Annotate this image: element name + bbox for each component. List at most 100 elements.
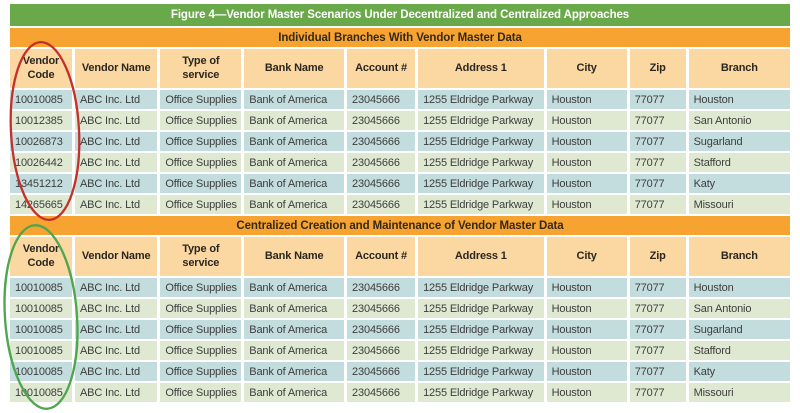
cell-vendor-code: 10026442 [10,153,72,172]
cell-city: Houston [546,195,627,214]
table-row: 10010085 ABC Inc. Ltd Office Supplies Bank … [10,341,790,360]
column-header-vendor-code: Vendor Code [10,237,72,276]
cell-vendor-code: 10010085 [10,383,72,402]
cell-bank-name: Bank of America [244,299,345,318]
cell-type-of-service: Office Supplies [160,278,242,297]
cell-branch: Missouri [688,195,790,214]
cell-type-of-service: Office Supplies [160,90,242,109]
column-header-city: City [546,237,627,276]
cell-account: 23045666 [347,174,416,193]
cell-vendor-code: 10010085 [10,90,72,109]
cell-bank-name: Bank of America [244,132,345,151]
cell-branch: Houston [688,278,790,297]
cell-account: 23045666 [347,320,416,339]
cell-city: Houston [546,132,627,151]
column-header-row-1: Vendor Code Vendor Name Type of service Ban… [10,237,790,276]
column-header-type-of-service: Type of service [160,49,242,88]
table-row: 10010085 ABC Inc. Ltd Office Supplies Bank … [10,299,790,318]
column-header-account: Account # [347,237,416,276]
cell-address-1: 1255 Eldridge Parkway [418,195,544,214]
cell-bank-name: Bank of America [244,90,345,109]
cell-bank-name: Bank of America [244,174,345,193]
cell-address-1: 1255 Eldridge Parkway [418,153,544,172]
cell-vendor-code: 14265665 [10,195,72,214]
cell-account: 23045666 [347,299,416,318]
cell-vendor-name: ABC Inc. Ltd [74,90,158,109]
cell-account: 23045666 [347,362,416,381]
column-header-city: City [546,49,627,88]
cell-vendor-name: ABC Inc. Ltd [74,174,158,193]
cell-zip: 77077 [629,383,686,402]
cell-vendor-code: 10012385 [10,111,72,130]
vendor-master-table: Figure 4—Vendor Master Scenarios Under D… [7,2,793,404]
cell-branch: Stafford [688,341,790,360]
cell-address-1: 1255 Eldridge Parkway [418,320,544,339]
table-body: Figure 4—Vendor Master Scenarios Under D… [10,4,790,402]
cell-zip: 77077 [629,153,686,172]
cell-vendor-name: ABC Inc. Ltd [74,341,158,360]
cell-vendor-code: 10010085 [10,278,72,297]
cell-bank-name: Bank of America [244,153,345,172]
section-bar-row-0: Individual Branches With Vendor Master D… [10,28,790,47]
cell-address-1: 1255 Eldridge Parkway [418,299,544,318]
cell-type-of-service: Office Supplies [160,153,242,172]
cell-vendor-code: 10010085 [10,341,72,360]
cell-vendor-name: ABC Inc. Ltd [74,362,158,381]
figure-title-row: Figure 4—Vendor Master Scenarios Under D… [10,4,790,26]
cell-vendor-code: 10010085 [10,320,72,339]
cell-bank-name: Bank of America [244,195,345,214]
cell-account: 23045666 [347,132,416,151]
cell-vendor-code: 13451212 [10,174,72,193]
column-header-bank-name: Bank Name [244,49,345,88]
cell-vendor-code: 10026873 [10,132,72,151]
cell-address-1: 1255 Eldridge Parkway [418,341,544,360]
cell-vendor-name: ABC Inc. Ltd [74,278,158,297]
table-row: 13451212 ABC Inc. Ltd Office Supplies Bank … [10,174,790,193]
cell-zip: 77077 [629,174,686,193]
table-row: 10010085 ABC Inc. Ltd Office Supplies Bank … [10,278,790,297]
cell-branch: San Antonio [688,111,790,130]
cell-bank-name: Bank of America [244,362,345,381]
section-title-1: Centralized Creation and Maintenance of … [10,216,790,235]
cell-zip: 77077 [629,362,686,381]
cell-city: Houston [546,341,627,360]
cell-type-of-service: Office Supplies [160,383,242,402]
cell-bank-name: Bank of America [244,383,345,402]
cell-branch: Sugarland [688,132,790,151]
cell-zip: 77077 [629,299,686,318]
cell-bank-name: Bank of America [244,320,345,339]
cell-branch: San Antonio [688,299,790,318]
cell-zip: 77077 [629,132,686,151]
cell-branch: Houston [688,90,790,109]
cell-bank-name: Bank of America [244,111,345,130]
column-header-account: Account # [347,49,416,88]
cell-city: Houston [546,90,627,109]
cell-type-of-service: Office Supplies [160,299,242,318]
table-row: 10026873 ABC Inc. Ltd Office Supplies Bank … [10,132,790,151]
column-header-branch: Branch [688,237,790,276]
cell-vendor-code: 10010085 [10,299,72,318]
column-header-branch: Branch [688,49,790,88]
column-header-zip: Zip [629,49,686,88]
table-row: 10010085 ABC Inc. Ltd Office Supplies Bank … [10,90,790,109]
table-row: 10010085 ABC Inc. Ltd Office Supplies Bank … [10,362,790,381]
cell-type-of-service: Office Supplies [160,174,242,193]
cell-vendor-name: ABC Inc. Ltd [74,111,158,130]
cell-vendor-name: ABC Inc. Ltd [74,132,158,151]
cell-account: 23045666 [347,341,416,360]
cell-account: 23045666 [347,383,416,402]
cell-vendor-name: ABC Inc. Ltd [74,153,158,172]
cell-zip: 77077 [629,90,686,109]
cell-vendor-name: ABC Inc. Ltd [74,320,158,339]
cell-zip: 77077 [629,341,686,360]
column-header-row-0: Vendor Code Vendor Name Type of service Ban… [10,49,790,88]
cell-zip: 77077 [629,111,686,130]
cell-city: Houston [546,278,627,297]
column-header-vendor-code: Vendor Code [10,49,72,88]
section-bar-row-1: Centralized Creation and Maintenance of … [10,216,790,235]
cell-branch: Katy [688,174,790,193]
cell-type-of-service: Office Supplies [160,132,242,151]
cell-zip: 77077 [629,278,686,297]
cell-address-1: 1255 Eldridge Parkway [418,90,544,109]
